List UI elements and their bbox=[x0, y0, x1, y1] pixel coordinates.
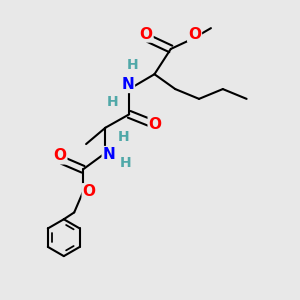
Text: H: H bbox=[126, 58, 138, 72]
Text: O: O bbox=[82, 184, 96, 199]
Text: H: H bbox=[107, 95, 119, 110]
Text: N: N bbox=[103, 147, 116, 162]
Text: H: H bbox=[117, 130, 129, 144]
Text: O: O bbox=[188, 27, 201, 42]
Text: H: H bbox=[119, 156, 131, 170]
Text: N: N bbox=[121, 77, 134, 92]
Text: O: O bbox=[53, 148, 66, 164]
Text: O: O bbox=[148, 117, 162, 132]
Text: O: O bbox=[140, 27, 153, 42]
